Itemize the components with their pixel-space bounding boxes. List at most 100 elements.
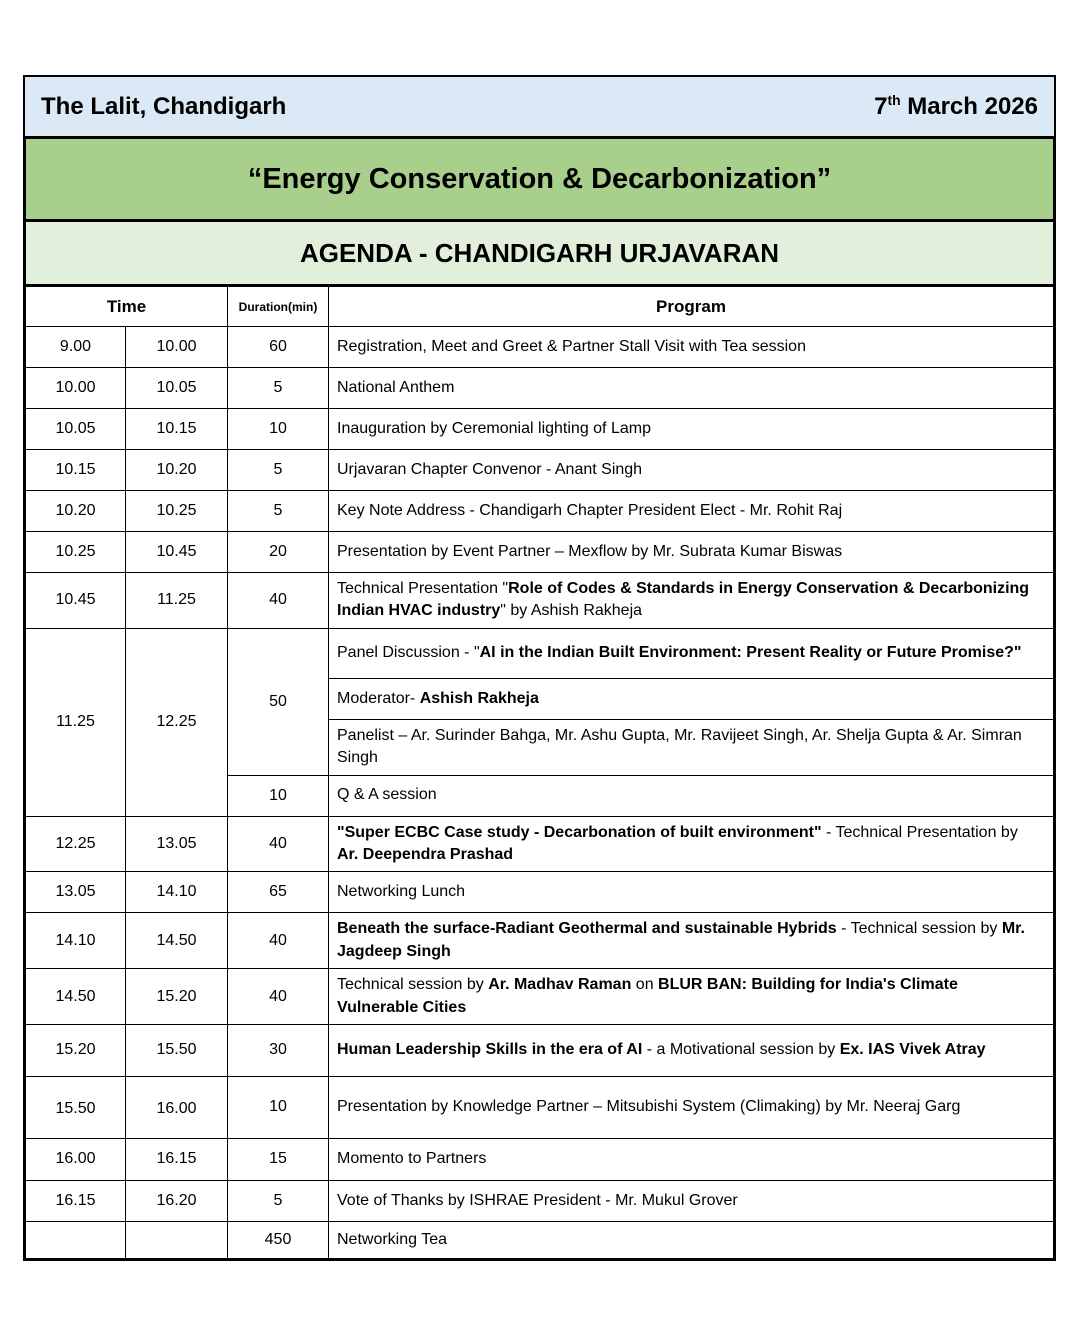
program-cell: Panel Discussion - "AI in the Indian Bui… [328, 627, 1055, 679]
table-row: Panelist – Ar. Surinder Bahga, Mr. Ashu … [25, 718, 1055, 776]
program-text: Presentation by Knowledge Partner – Mits… [337, 1098, 961, 1116]
time-cell: 10.25 [125, 490, 228, 532]
event-title-band: “Energy Conservation & Decarbonization” [23, 136, 1056, 222]
program-text: Technical session by [337, 976, 489, 994]
program-text: Q & A session [337, 786, 437, 804]
program-text-bold: Ar. Deependra Prashad [337, 845, 514, 863]
duration-cell: 40 [227, 912, 329, 970]
time-cell: 15.20 [125, 968, 228, 1025]
program-text: Panel Discussion - " [337, 644, 480, 662]
table-row: 16.00 16.15 15 Momento to Partners [24, 1137, 1055, 1181]
program-cell: Panelist – Ar. Surinder Bahga, Mr. Ashu … [328, 718, 1055, 776]
time-cell: 16.00 [125, 1075, 228, 1139]
time-cell: 10.00 [24, 367, 126, 409]
duration-cell: 40 [227, 815, 329, 873]
time-cell: 10.25 [24, 531, 126, 573]
time-cell [125, 1220, 228, 1260]
program-cell: Q & A session [328, 774, 1055, 817]
time-cell: 10.20 [24, 490, 126, 532]
time-cell: 11.25 [24, 627, 126, 817]
table-row: Moderator- Ashish Rakheja [25, 677, 1055, 720]
table-row: 11.25 12.25 50 Panel Discussion - "AI in th… [24, 627, 1055, 817]
table-row: 12.25 13.05 40 "Super ECBC Case study - Dec… [24, 815, 1055, 873]
agenda-table: Time Duration(min) Program 9.00 10.00 60 Re… [23, 284, 1056, 1261]
program-text: on [631, 976, 659, 994]
program-text: Registration, Meet and Greet & Partner S… [337, 337, 806, 355]
time-cell: 14.50 [125, 912, 228, 970]
program-text: Technical Presentation " [337, 580, 509, 597]
date-ordinal-suffix: th [887, 91, 901, 108]
program-cell: Technical session by Ar. Madhav Raman on… [328, 968, 1055, 1025]
program-cell: Beneath the surface-Radiant Geothermal a… [328, 912, 1055, 970]
time-cell: 14.10 [24, 912, 126, 970]
time-cell [24, 1220, 126, 1260]
event-title: “Energy Conservation & Decarbonization” [247, 162, 832, 195]
time-cell: 10.20 [125, 449, 228, 491]
program-text: - Technical session by [836, 920, 1002, 938]
time-cell: 11.25 [125, 572, 228, 629]
time-cell: 12.25 [24, 815, 126, 873]
duration-cell: 50 [227, 627, 329, 776]
duration-cell: 40 [227, 968, 329, 1025]
program-text-bold: Ex. IAS Vivek Atray [839, 1041, 986, 1059]
time-cell: 12.25 [125, 627, 228, 817]
table-row: 10.20 10.25 5 Key Note Address - Chandigarh… [24, 490, 1055, 532]
time-cell: 14.10 [125, 871, 228, 914]
table-row: 15.50 16.00 10 Presentation by Knowledge Pa… [24, 1075, 1055, 1139]
table-row: 14.50 15.20 40 Technical session by Ar. Mad… [24, 968, 1055, 1025]
table-row: 10.45 11.25 40 Technical Presentation "Role… [24, 572, 1055, 629]
program-text: National Anthem [337, 378, 455, 396]
time-cell: 10.15 [125, 408, 228, 450]
program-text-bold: Ashish Rakheja [419, 689, 539, 707]
duration-cell: 65 [227, 871, 329, 914]
duration-cell: 5 [227, 367, 329, 409]
duration-cell: 20 [227, 531, 329, 573]
duration-cell: 10 [227, 774, 329, 817]
table-row: 10.05 10.15 10 Inauguration by Ceremonial l… [24, 408, 1055, 450]
duration-cell: 5 [227, 490, 329, 532]
table-row: 14.10 14.50 40 Beneath the surface-Radiant … [24, 912, 1055, 970]
program-text: Panelist – Ar. Surinder Bahga, Mr. Ashu … [337, 726, 1022, 767]
agenda-title-band: AGENDA - CHANDIGARH URJAVARAN [23, 219, 1056, 284]
duration-cell: 30 [227, 1023, 329, 1077]
program-text-bold: Mr. Jagdeep Singh [337, 920, 1025, 960]
duration-cell: 15 [227, 1137, 329, 1181]
program-cell: Human Leadership Skills in the era of AI… [328, 1023, 1055, 1077]
time-cell: 13.05 [24, 871, 126, 914]
program-cell: Networking Tea [328, 1220, 1055, 1260]
table-row: 13.05 14.10 65 Networking Lunch [24, 871, 1055, 914]
program-text: Vote of Thanks by ISHRAE President - Mr.… [337, 1191, 738, 1209]
time-cell: 14.50 [24, 968, 126, 1025]
date-day: 7 [874, 92, 888, 120]
venue-label: The Lalit, Chandigarh [41, 92, 287, 120]
date-month-year: March 2026 [900, 92, 1038, 120]
table-row: 16.15 16.20 5 Vote of Thanks by ISHRAE Pres… [24, 1179, 1055, 1222]
duration-cell: 5 [227, 449, 329, 491]
table-row: 10.25 10.45 20 Presentation by Event Partne… [24, 531, 1055, 573]
duration-cell: 450 [227, 1220, 329, 1260]
table-row: 9.00 10.00 60 Registration, Meet and Greet … [24, 326, 1055, 368]
time-cell: 10.05 [125, 367, 228, 409]
header-bar: The Lalit, Chandigarh 7th March 2026 [23, 75, 1056, 138]
time-cell: 9.00 [24, 326, 126, 368]
program-text: Urjavaran Chapter Convenor - Anant Singh [337, 460, 643, 478]
program-text-bold: Role of Codes & Standards in Energy Cons… [337, 580, 1030, 620]
program-cell: Presentation by Knowledge Partner – Mits… [328, 1075, 1055, 1139]
duration-cell: 10 [227, 408, 329, 450]
table-row: 450 Networking Tea [24, 1220, 1055, 1260]
program-cell: Momento to Partners [328, 1137, 1055, 1181]
time-cell: 16.15 [125, 1137, 228, 1181]
program-text: - Technical Presentation by [821, 823, 1018, 841]
time-cell: 16.20 [125, 1179, 228, 1222]
program-cell: "Super ECBC Case study - Decarbonation o… [328, 815, 1055, 873]
program-cell: Presentation by Event Partner – Mexflow … [328, 531, 1055, 573]
time-cell: 13.05 [125, 815, 228, 873]
duration-cell: 5 [227, 1179, 329, 1222]
program-text: Inauguration by Ceremonial lighting of L… [337, 419, 651, 437]
program-text: Key Note Address - Chandigarh Chapter Pr… [337, 501, 843, 519]
time-cell: 15.50 [125, 1023, 228, 1077]
event-date: 7th March 2026 [874, 93, 1038, 121]
agenda-title: AGENDA - CHANDIGARH URJAVARAN [299, 237, 780, 268]
time-cell: 10.00 [125, 326, 228, 368]
time-cell: 10.45 [125, 531, 228, 573]
